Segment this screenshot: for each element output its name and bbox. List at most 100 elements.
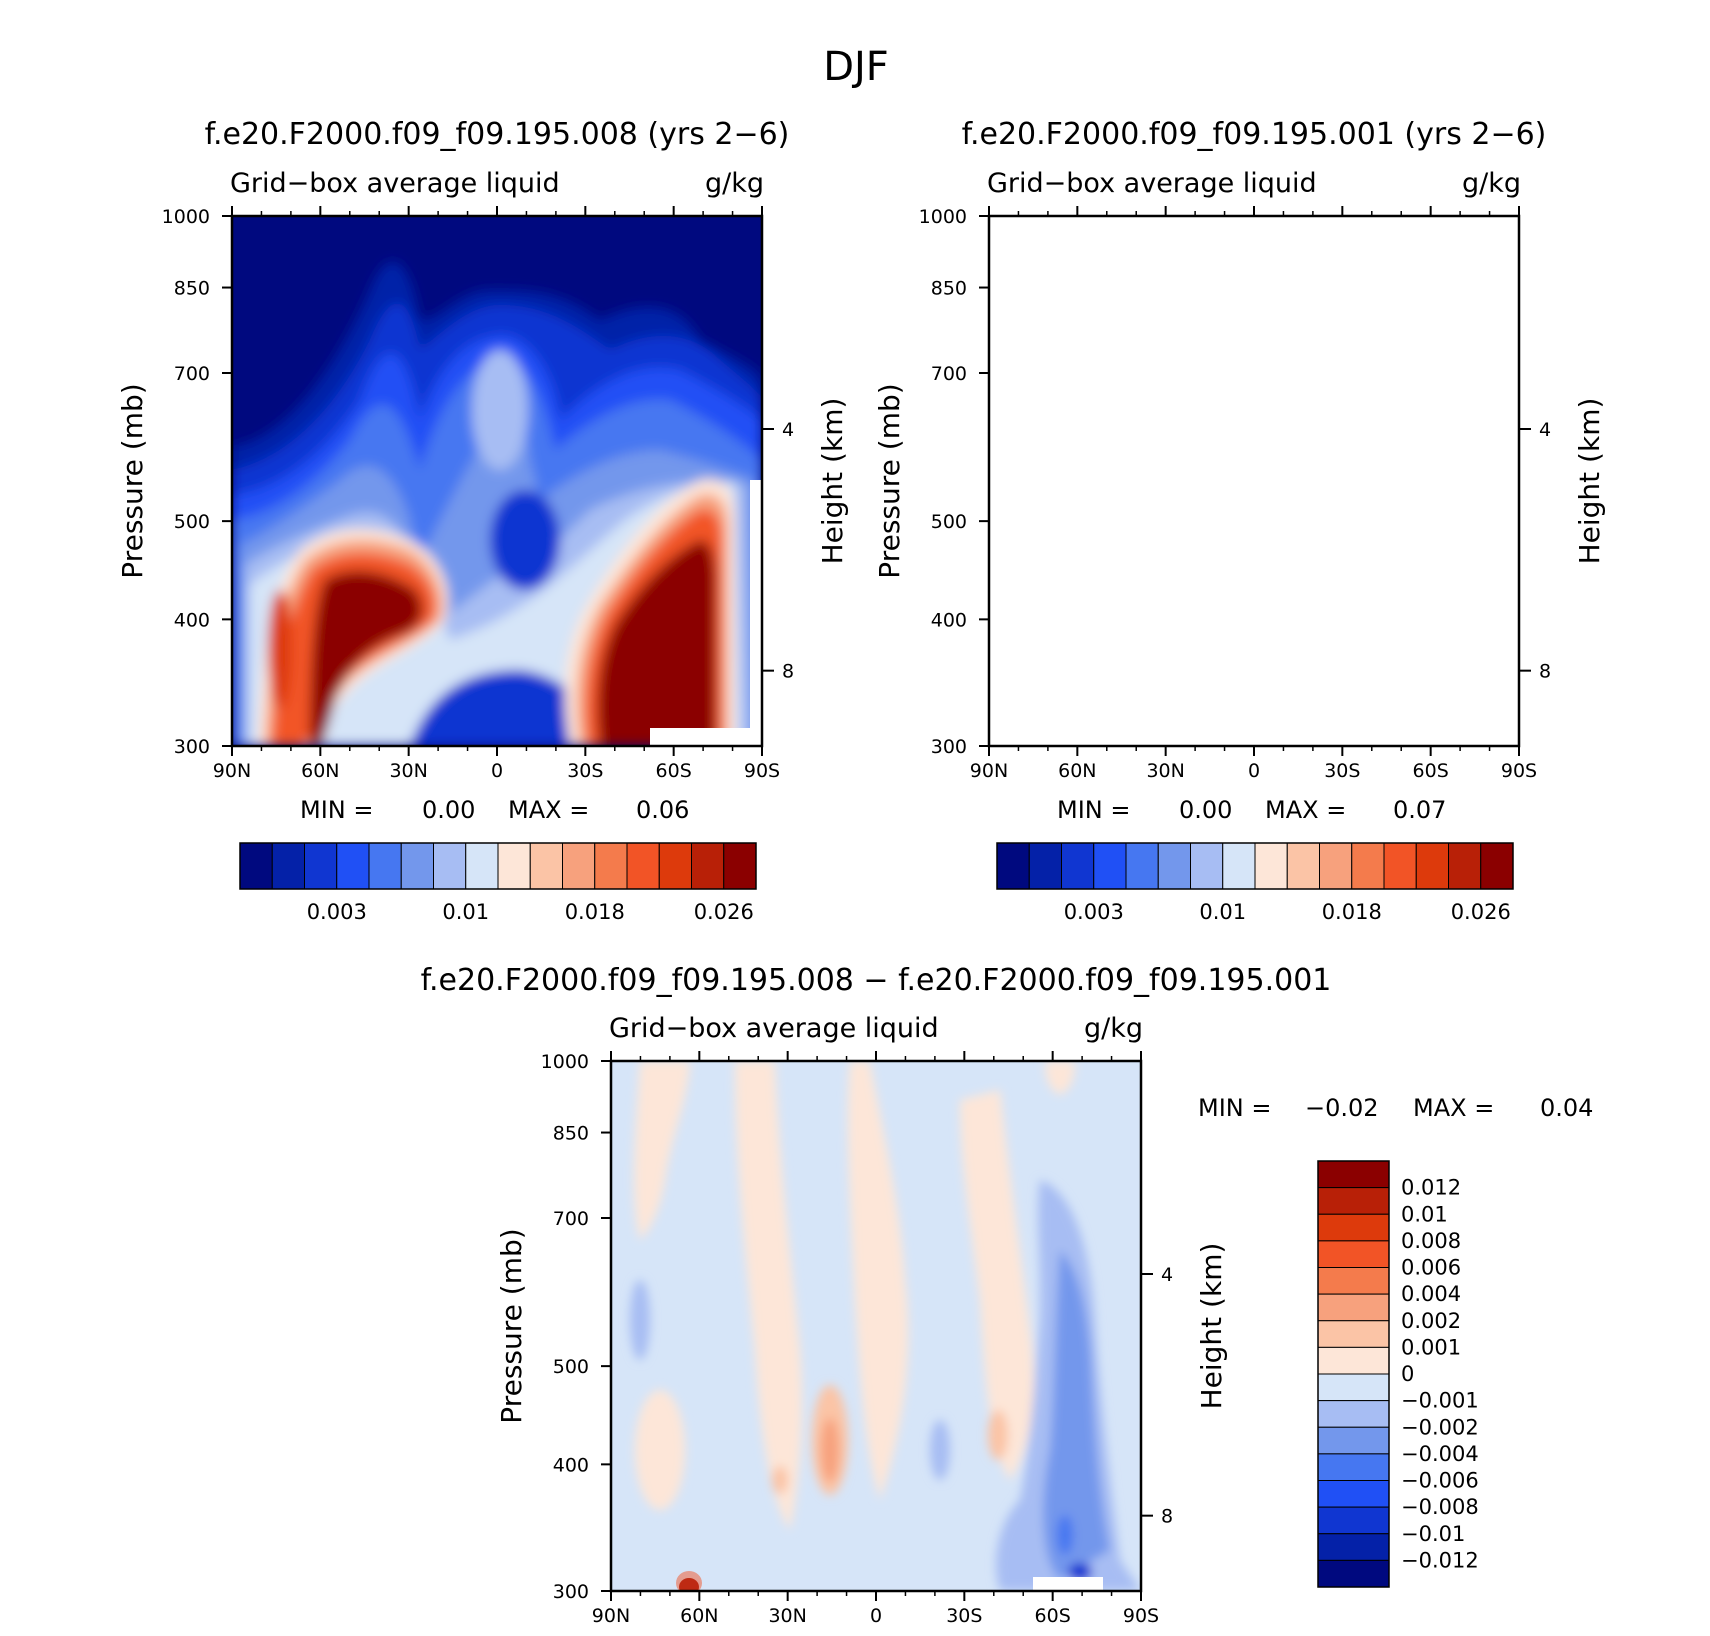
colorbar-label: −0.002 <box>1401 1415 1479 1439</box>
colorbar-label: 0.01 <box>1401 1202 1448 1226</box>
colorbar-box <box>1157 842 1191 890</box>
colorbar-label: 0.001 <box>1401 1335 1461 1359</box>
y-tick-label: 300 <box>553 1581 589 1603</box>
left-string: Grid−box average liquid <box>609 1013 939 1044</box>
colorbar-label: 0.026 <box>1451 900 1511 924</box>
axes: 90N 60N 30N 0 30S 60S 90S 300 400 500 700 850 1000 8 4… <box>116 206 849 782</box>
colorbar-label: 0.026 <box>694 900 754 924</box>
panel-top-right: f.e20.F2000.f09_f09.195.001 (yrs 2−6) Gr… <box>873 117 1606 924</box>
y-right-tick-label: 4 <box>1539 419 1551 441</box>
contour-field <box>611 1061 1141 1591</box>
units-label: g/kg <box>1084 1013 1143 1044</box>
colorbar-label: 0.018 <box>1322 900 1382 924</box>
colorbar: 0.003 0.01 0.018 0.026 <box>239 842 757 924</box>
max-value: 0.04 <box>1540 1094 1593 1122</box>
colorbar-box <box>1254 842 1288 890</box>
y-tick-label: 1000 <box>162 206 210 228</box>
y-tick-label: 1000 <box>919 206 967 228</box>
colorbar-label: −0.004 <box>1401 1442 1479 1466</box>
colorbar-box <box>691 842 725 890</box>
y-right-axis-title: Height (km) <box>816 398 849 565</box>
plot-frame <box>987 214 1521 748</box>
colorbar-frame <box>1317 1160 1390 1588</box>
panel-title: f.e20.F2000.f09_f09.195.001 (yrs 2−6) <box>962 117 1547 152</box>
axes: 90N 60N 30N 0 30S 60S 90S 300 400 500 700 850 1000 8 4… <box>873 206 1606 782</box>
colorbar-box <box>1286 842 1320 890</box>
x-tick-label: 0 <box>870 1605 882 1627</box>
x-tick-label: 90N <box>970 760 1008 782</box>
colorbar-box <box>1190 842 1224 890</box>
x-tick-label: 60S <box>1413 760 1449 782</box>
y-tick-label: 850 <box>931 278 967 300</box>
colorbar-box <box>239 842 273 890</box>
max-label: MAX = <box>1265 796 1346 824</box>
colorbar-frame <box>239 842 757 890</box>
colorbar-box <box>497 842 531 890</box>
y-axis-title: Pressure (mb) <box>495 1228 528 1423</box>
colorbar-box <box>336 842 370 890</box>
x-tick-label: 90N <box>592 1605 630 1627</box>
x-tick-label: 90S <box>1501 760 1537 782</box>
min-label: MIN = <box>1198 1094 1271 1122</box>
units-label: g/kg <box>705 168 764 199</box>
colorbar-label: 0.008 <box>1401 1229 1461 1253</box>
colorbar-box <box>1317 1160 1390 1189</box>
max-label: MAX = <box>508 796 589 824</box>
panel-title: f.e20.F2000.f09_f09.195.008 (yrs 2−6) <box>205 117 790 152</box>
x-tick-label: 90N <box>213 760 251 782</box>
colorbar-box <box>562 842 596 890</box>
x-tick-label: 30N <box>389 760 427 782</box>
y-tick-label: 500 <box>174 511 210 533</box>
y-tick-label: 700 <box>931 363 967 385</box>
colorbar-box <box>1317 1453 1390 1481</box>
colorbar-box <box>723 842 757 890</box>
units-label: g/kg <box>1462 168 1521 199</box>
panel-top-left: f.e20.F2000.f09_f09.195.008 (yrs 2−6) Gr… <box>116 117 849 924</box>
colorbar-box <box>271 842 305 890</box>
colorbar-box <box>1317 1533 1390 1561</box>
colorbar-box <box>1061 842 1095 890</box>
y-tick-label: 300 <box>174 736 210 758</box>
colorbar-box <box>1317 1240 1390 1268</box>
colorbar-label: 0.003 <box>307 900 367 924</box>
colorbar-box <box>626 842 660 890</box>
colorbar-box <box>594 842 628 890</box>
colorbar-box <box>304 842 338 890</box>
colorbar-box <box>400 842 434 890</box>
left-string: Grid−box average liquid <box>230 168 560 199</box>
y-right-axis-title: Height (km) <box>1573 398 1606 565</box>
x-tick-label: 60S <box>1035 1605 1071 1627</box>
colorbar-label: −0.001 <box>1401 1389 1479 1413</box>
colorbar-box <box>1317 1320 1390 1348</box>
y-tick-label: 700 <box>553 1208 589 1230</box>
panel-bottom: f.e20.F2000.f09_f09.195.008 − f.e20.F200… <box>421 963 1594 1627</box>
colorbar-box <box>1351 842 1385 890</box>
left-string: Grid−box average liquid <box>987 168 1317 199</box>
colorbar-label: 0.003 <box>1064 900 1124 924</box>
y-right-tick-label: 8 <box>782 661 794 683</box>
min-value: 0.00 <box>422 796 475 824</box>
colorbar-box <box>465 842 499 890</box>
colorbar-box <box>529 842 563 890</box>
x-tick-label: 0 <box>491 760 503 782</box>
colorbar-label: 0 <box>1401 1362 1414 1386</box>
colorbar-box <box>1317 1559 1390 1588</box>
max-value: 0.06 <box>636 796 689 824</box>
colorbar-box <box>1317 1346 1390 1375</box>
colorbar-box <box>1415 842 1449 890</box>
colorbar-box <box>1125 842 1159 890</box>
colorbar-box <box>1028 842 1062 890</box>
y-tick-label: 500 <box>553 1356 589 1378</box>
y-tick-label: 300 <box>931 736 967 758</box>
x-tick-label: 90S <box>744 760 780 782</box>
colorbar-label: 0.018 <box>565 900 625 924</box>
y-axis-title: Pressure (mb) <box>116 383 149 578</box>
y-tick-label: 400 <box>931 609 967 631</box>
y-tick-label: 850 <box>553 1123 589 1145</box>
colorbar-label: 0.01 <box>442 900 489 924</box>
panel-title: f.e20.F2000.f09_f09.195.008 − f.e20.F200… <box>421 963 1332 998</box>
x-tick-label: 90S <box>1123 1605 1159 1627</box>
y-tick-label: 700 <box>174 363 210 385</box>
colorbar-label: −0.008 <box>1401 1495 1479 1519</box>
